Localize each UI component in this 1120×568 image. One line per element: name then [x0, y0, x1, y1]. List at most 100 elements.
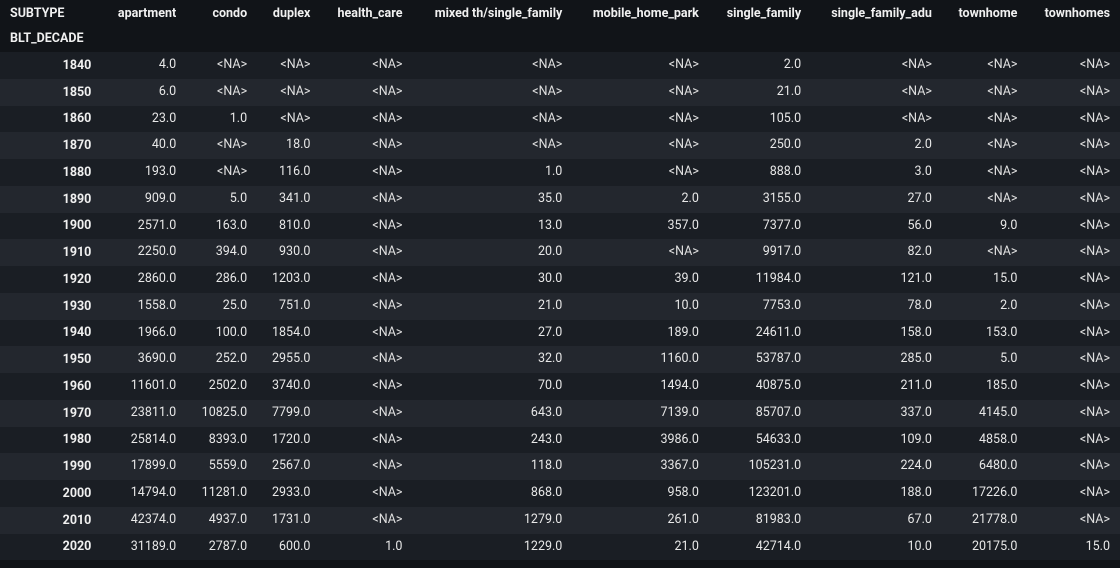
table-cell: 35.0 — [412, 186, 572, 213]
table-row: 196011601.02502.03740.0<NA>70.01494.0408… — [0, 373, 1120, 400]
table-cell: 54633.0 — [709, 427, 811, 454]
table-cell: 27.0 — [811, 186, 942, 213]
row-index: 1970 — [0, 400, 101, 427]
table-cell: 2502.0 — [186, 373, 257, 400]
column-header: mobile_home_park — [572, 0, 709, 27]
table-cell: 2571.0 — [101, 213, 186, 240]
table-cell: <NA> — [942, 52, 1028, 79]
row-index: 1860 — [0, 106, 101, 133]
table-cell: 341.0 — [257, 186, 320, 213]
table-cell: 15.0 — [942, 266, 1028, 293]
table-cell: 11281.0 — [186, 480, 257, 507]
table-row: 19202860.0286.01203.0<NA>30.039.011984.0… — [0, 266, 1120, 293]
table-cell: <NA> — [572, 132, 709, 159]
table-cell: 78.0 — [811, 293, 942, 320]
table-cell: 600.0 — [257, 534, 320, 561]
table-cell: 123201.0 — [709, 480, 811, 507]
table-cell: 40875.0 — [709, 373, 811, 400]
table-cell: <NA> — [1027, 427, 1120, 454]
table-cell: <NA> — [257, 52, 320, 79]
table-cell: 286.0 — [186, 266, 257, 293]
table-cell: 1.0 — [186, 106, 257, 133]
table-cell: 17899.0 — [101, 453, 186, 480]
table-cell: <NA> — [1027, 320, 1120, 347]
row-index: 1980 — [0, 427, 101, 454]
table-cell: <NA> — [320, 346, 412, 373]
row-index: 1880 — [0, 159, 101, 186]
row-index: 1950 — [0, 346, 101, 373]
table-cell: 930.0 — [257, 239, 320, 266]
table-row: 186023.01.0<NA><NA><NA><NA>105.0<NA><NA>… — [0, 106, 1120, 133]
columns-header-label: SUBTYPE — [0, 0, 101, 27]
header-spacer — [942, 27, 1028, 52]
header-spacer — [412, 27, 572, 52]
table-cell: <NA> — [1027, 507, 1120, 534]
table-cell: 9.0 — [942, 213, 1028, 240]
table-cell: 42374.0 — [101, 507, 186, 534]
columns-header-row: SUBTYPE apartmentcondoduplexhealth_carem… — [0, 0, 1120, 27]
table-cell: <NA> — [257, 106, 320, 133]
table-cell: 5559.0 — [186, 453, 257, 480]
table-cell: 81983.0 — [709, 507, 811, 534]
table-cell: <NA> — [320, 427, 412, 454]
table-cell: <NA> — [412, 106, 572, 133]
table-row: 19503690.0252.02955.0<NA>32.01160.053787… — [0, 346, 1120, 373]
table-cell: 2955.0 — [257, 346, 320, 373]
table-cell: 3.0 — [811, 159, 942, 186]
table-cell: <NA> — [320, 293, 412, 320]
table-cell: <NA> — [942, 79, 1028, 106]
row-index: 1930 — [0, 293, 101, 320]
table-cell: 252.0 — [186, 346, 257, 373]
table-cell: 70.0 — [412, 373, 572, 400]
table-cell: 1731.0 — [257, 507, 320, 534]
table-cell: 10.0 — [572, 293, 709, 320]
table-cell: <NA> — [412, 132, 572, 159]
table-cell: 3690.0 — [101, 346, 186, 373]
table-cell: 1558.0 — [101, 293, 186, 320]
table-cell: 1203.0 — [257, 266, 320, 293]
table-cell: 909.0 — [101, 186, 186, 213]
table-cell: 105231.0 — [709, 453, 811, 480]
table-header: SUBTYPE apartmentcondoduplexhealth_carem… — [0, 0, 1120, 52]
table-cell: <NA> — [942, 159, 1028, 186]
table-cell: 3155.0 — [709, 186, 811, 213]
table-cell: <NA> — [1027, 293, 1120, 320]
table-cell: 188.0 — [811, 480, 942, 507]
table-row: 19401966.0100.01854.0<NA>27.0189.024611.… — [0, 320, 1120, 347]
table-row: 197023811.010825.07799.0<NA>643.07139.08… — [0, 400, 1120, 427]
header-spacer — [257, 27, 320, 52]
table-cell: 153.0 — [942, 320, 1028, 347]
table-cell: 1494.0 — [572, 373, 709, 400]
table-cell: 2.0 — [572, 186, 709, 213]
table-cell: <NA> — [412, 52, 572, 79]
table-cell: 105.0 — [709, 106, 811, 133]
table-cell: 121.0 — [811, 266, 942, 293]
table-cell: 116.0 — [257, 159, 320, 186]
table-cell: <NA> — [412, 79, 572, 106]
column-header: townhomes — [1027, 0, 1120, 27]
table-cell: 4858.0 — [942, 427, 1028, 454]
table-cell: 1229.0 — [412, 534, 572, 561]
table-row: 199017899.05559.02567.0<NA>118.03367.010… — [0, 453, 1120, 480]
table-cell: <NA> — [1027, 106, 1120, 133]
table-cell: <NA> — [811, 52, 942, 79]
column-header: condo — [186, 0, 257, 27]
table-cell: 17226.0 — [942, 480, 1028, 507]
row-index: 1910 — [0, 239, 101, 266]
table-cell: 2.0 — [811, 132, 942, 159]
table-cell: 1279.0 — [412, 507, 572, 534]
table-cell: <NA> — [1027, 132, 1120, 159]
table-cell: 15.0 — [1027, 534, 1120, 561]
row-index: 1940 — [0, 320, 101, 347]
table-cell: 185.0 — [942, 373, 1028, 400]
table-row: 202031189.02787.0600.01.01229.021.042714… — [0, 534, 1120, 561]
table-cell: <NA> — [257, 79, 320, 106]
table-cell: 163.0 — [186, 213, 257, 240]
table-cell: <NA> — [320, 159, 412, 186]
table-cell: 21.0 — [412, 293, 572, 320]
column-header: apartment — [101, 0, 186, 27]
table-cell: 14794.0 — [101, 480, 186, 507]
table-cell: 2250.0 — [101, 239, 186, 266]
table-cell: <NA> — [320, 453, 412, 480]
table-cell: 42714.0 — [709, 534, 811, 561]
